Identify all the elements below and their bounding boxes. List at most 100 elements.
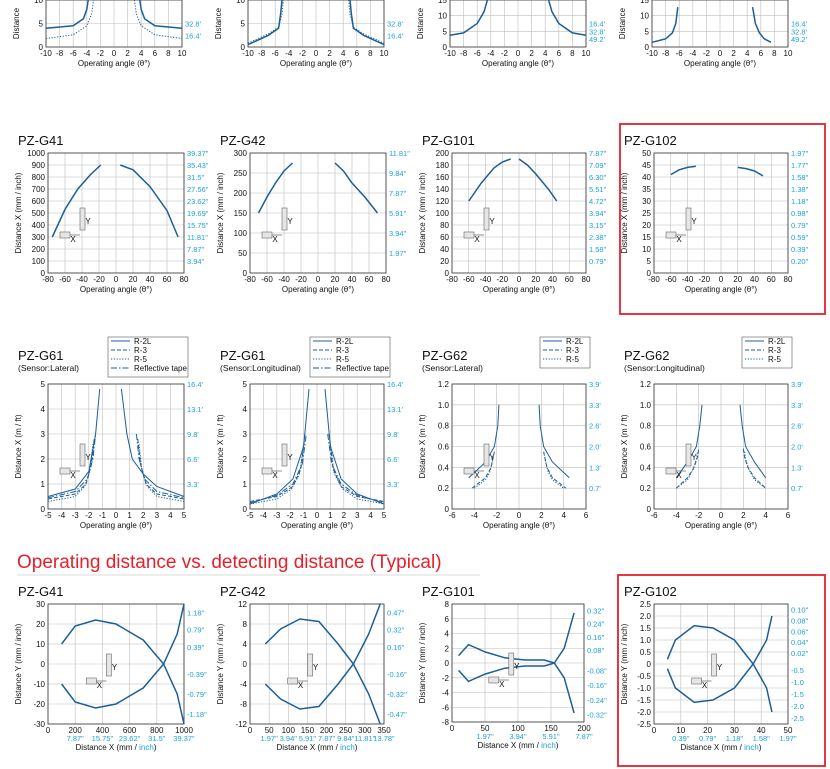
sensor-diagram-icon: XY: [261, 443, 293, 480]
x-tick-label: 6: [153, 49, 158, 58]
x-tick-label: -4: [673, 511, 681, 520]
x-tick-label: 40: [548, 275, 557, 284]
y-tick-right-label: 0.32": [387, 626, 405, 635]
x-tick-inch-label: 7.87": [575, 732, 593, 741]
y-tick-label: 1.5: [640, 624, 652, 633]
legend-label: R-5: [566, 355, 579, 364]
x-tick-label: 20: [129, 275, 138, 284]
y-tick-label: 10: [34, 0, 43, 5]
y-tick-label: 20: [642, 221, 651, 230]
sensor-body-icon: [261, 231, 273, 239]
x-tick-label: 0: [517, 275, 522, 284]
series-line: [249, 388, 310, 505]
y-axis-label: Distance: [214, 7, 223, 39]
y-tick-right-label: 3.94": [389, 229, 407, 238]
x-tick-label: 0: [114, 511, 119, 520]
legend-label: R-2L: [134, 337, 152, 346]
y-tick-label: 1.2: [640, 380, 652, 389]
y-tick-right-label: 2.0': [791, 443, 803, 452]
chart-model-title: PZ-G41: [18, 584, 64, 599]
x-tick-label: 0: [112, 49, 117, 58]
x-tick-inch-label: 11.81": [354, 734, 375, 743]
series-line: [51, 164, 102, 238]
y-tick-right-label: 49.2': [589, 35, 606, 44]
y-tick-right-label: -1.0: [791, 678, 804, 687]
x-tick-label: -10: [444, 49, 456, 58]
icon-y-label: Y: [112, 663, 118, 672]
icon-y-label: Y: [287, 217, 293, 226]
y-tick-right-label: 16.4': [387, 31, 404, 40]
y-tick-right-label: 0.98": [791, 209, 809, 218]
icon-y-label: Y: [489, 453, 495, 462]
x-tick-label: 2: [539, 511, 544, 520]
icon-y-label: Y: [717, 663, 723, 672]
y-tick-label: 40: [440, 245, 449, 254]
x-tick-label: -4: [285, 49, 293, 58]
x-tick-label: 80: [784, 275, 793, 284]
y-tick-label: 0.6: [438, 443, 450, 452]
series-line: [737, 166, 764, 177]
series-line: [264, 618, 381, 725]
x-tick-label: 20: [733, 275, 742, 284]
x-tick-label: 4: [745, 49, 750, 58]
x-axis-label: Operating angle (θ°): [281, 521, 353, 530]
y-axis-label: Distance Y (mm / inch): [620, 623, 629, 704]
x-tick-label: -4: [83, 49, 91, 58]
series-line: [135, 433, 185, 499]
x-axis-label: Operating angle (θ°): [685, 285, 757, 294]
y-tick-label: 5: [243, 380, 248, 389]
y-tick-right-label: 13.1': [187, 405, 204, 414]
plot-frame: [449, 0, 587, 48]
chart-top1: -10 -8 -6 -4 -2 0 2 4 6 8 10051016.4'32.8'Operatin…: [12, 0, 202, 68]
series-line: [518, 158, 558, 202]
plot-frame: [47, 152, 185, 274]
y-tick-right-label: 0.16": [387, 643, 405, 652]
x-tick-label: 6: [584, 511, 589, 520]
y-tick-right-label: 2.6': [589, 422, 601, 431]
x-tick-inch-label: 39.37": [173, 734, 195, 743]
y-axis-label: Distance X (m / ft): [620, 414, 629, 478]
y-tick-right-label: 2.0': [589, 443, 601, 452]
y-tick-right-label: 0.59": [791, 233, 809, 242]
x-tick-inch-label: 1.97": [779, 734, 797, 743]
y-tick-label: -30: [33, 720, 45, 729]
y-tick-right-label: -0.79": [187, 690, 207, 699]
x-tick-label: 2: [141, 511, 146, 520]
y-tick-right-label: 0.16": [587, 633, 605, 642]
chart-PZ-G42b: PZ-G42 0 50 100 150 200 250 300 350 -12 -8 -4 0 4 8 12 -…: [216, 584, 407, 752]
y-tick-label: 160: [436, 173, 450, 182]
y-tick-label: 1.0: [438, 401, 450, 410]
x-axis-label: Operating angle (θ°): [80, 285, 152, 294]
x-tick-label: 150: [301, 726, 315, 735]
y-tick-label: 300: [234, 149, 248, 158]
icon-y-label: Y: [85, 217, 91, 226]
x-axis-label: Distance X (mm / inch): [277, 743, 358, 752]
legend-box: [309, 336, 391, 378]
y-axis-label: Distance Y (mm / inch): [14, 623, 23, 704]
y-tick-right-label: 1.3': [791, 463, 803, 472]
y-tick-label: 1: [243, 480, 248, 489]
y-tick-right-label: 0.7': [589, 484, 601, 493]
y-tick-right-label: 0.02": [791, 649, 809, 658]
x-tick-label: 40: [348, 275, 357, 284]
icon-x-label: X: [702, 681, 708, 690]
legend-label: R-5: [134, 355, 147, 364]
y-tick-right-label: 0.06": [791, 627, 809, 636]
series-line: [45, 0, 95, 39]
reflector-icon: [483, 207, 490, 231]
y-tick-label: -2.5: [637, 720, 651, 729]
chart-model-title: PZ-G101: [422, 133, 475, 148]
y-tick-label: 900: [32, 161, 46, 170]
y-tick-label: 10: [36, 640, 45, 649]
y-tick-label: -8: [442, 718, 450, 727]
sensor-diagram-icon: XY: [691, 653, 723, 690]
x-tick-label: 0: [248, 726, 253, 735]
series-line: [547, 0, 587, 37]
x-axis-label: Operating angle (θ°): [280, 59, 352, 68]
x-tick-label: -8: [460, 49, 468, 58]
x-tick-label: 0: [114, 275, 119, 284]
x-tick-label: 2: [342, 511, 347, 520]
x-tick-label: -6: [272, 49, 280, 58]
series-line: [675, 451, 698, 489]
chart-subtitle: (Sensor:Lateral): [422, 363, 483, 373]
